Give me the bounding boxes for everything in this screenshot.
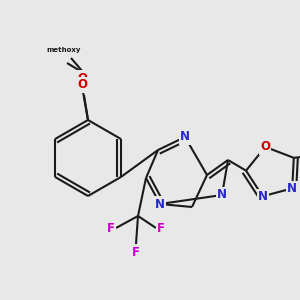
Text: F: F [107,221,115,235]
Text: methoxy: methoxy [47,47,81,53]
Text: N: N [287,182,297,195]
Text: F: F [157,221,165,235]
Text: N: N [217,188,227,202]
Text: N: N [155,197,165,211]
Text: N: N [180,130,190,143]
Text: F: F [132,245,140,259]
Text: O: O [77,71,87,85]
Text: N: N [258,190,268,203]
Text: O: O [260,140,270,153]
Text: O: O [77,79,87,92]
